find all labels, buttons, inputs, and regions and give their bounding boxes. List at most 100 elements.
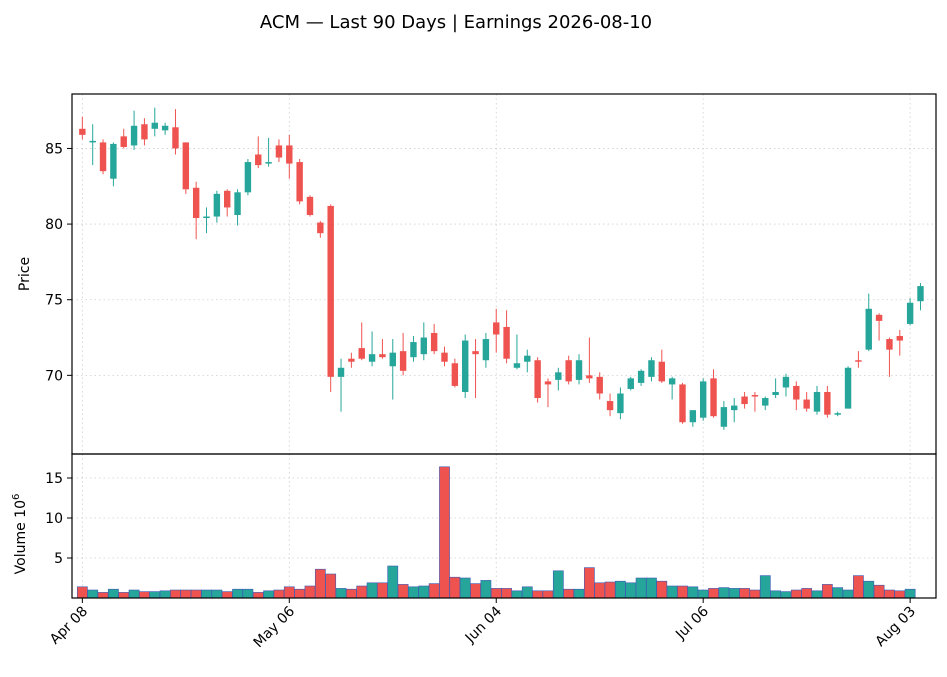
volume-bar xyxy=(283,586,295,599)
candle-body xyxy=(461,340,469,392)
volume-series xyxy=(76,466,916,599)
candle-body xyxy=(110,143,117,179)
candle xyxy=(575,354,583,385)
candle-body xyxy=(679,384,686,423)
candle-body xyxy=(410,342,417,358)
candle-body xyxy=(648,360,655,377)
candle xyxy=(906,298,914,326)
candle-body xyxy=(234,192,241,216)
candle xyxy=(886,337,893,377)
candle-body xyxy=(99,142,107,172)
candle-body xyxy=(720,407,728,427)
candle xyxy=(648,357,655,382)
volume-bar xyxy=(232,588,243,599)
candle-body xyxy=(213,193,221,217)
volume-bar xyxy=(76,586,88,599)
candle-body xyxy=(513,363,521,368)
candle xyxy=(699,378,707,421)
volume-bar xyxy=(387,565,399,599)
volume-bar xyxy=(646,577,657,599)
candle xyxy=(430,323,438,355)
volume-bar xyxy=(170,589,181,599)
volume-bar xyxy=(108,588,119,599)
volume-bar xyxy=(408,586,419,599)
volume-bar xyxy=(325,573,337,599)
candle-body xyxy=(534,360,541,399)
candle-body xyxy=(627,378,634,389)
candle xyxy=(524,349,531,373)
candle-body xyxy=(79,128,86,135)
volume-bar xyxy=(221,591,233,599)
volume-bar xyxy=(501,588,512,599)
volume-bar xyxy=(625,582,637,599)
volume-bar xyxy=(749,589,761,599)
volume-bar xyxy=(314,568,326,599)
volume-bar xyxy=(863,580,875,599)
candle-body xyxy=(731,405,738,411)
candle xyxy=(793,381,800,411)
price-y-axis: 70 75 80 85 xyxy=(45,141,72,384)
candle-body xyxy=(813,391,821,412)
candle xyxy=(379,339,386,359)
candle xyxy=(461,334,469,399)
candle-body xyxy=(265,162,272,164)
volume-bar xyxy=(873,584,885,599)
candle-body xyxy=(544,381,552,385)
candle-body xyxy=(130,125,138,146)
candle-body xyxy=(472,351,479,355)
candle xyxy=(213,190,221,223)
volume-tick-label: 5 xyxy=(54,551,63,567)
price-gridlines xyxy=(72,94,936,454)
volume-y-axis: 5 10 15 xyxy=(45,471,72,567)
volume-bar xyxy=(821,584,833,599)
candle-body xyxy=(89,140,96,143)
candle xyxy=(710,369,717,418)
candle xyxy=(224,189,231,217)
candle-body xyxy=(699,381,707,418)
volume-bar xyxy=(149,591,161,599)
volume-bar xyxy=(687,586,699,599)
candle xyxy=(834,411,841,417)
price-tick-label: 80 xyxy=(45,217,63,233)
volume-bar xyxy=(180,589,192,599)
volume-bar xyxy=(853,575,864,599)
candle-body xyxy=(482,339,490,361)
candle xyxy=(265,137,272,167)
candle xyxy=(824,385,831,418)
candle xyxy=(596,372,603,400)
volume-tick-label: 15 xyxy=(45,471,63,487)
candle-body xyxy=(151,122,158,129)
candle xyxy=(658,349,666,383)
candle-body xyxy=(348,358,355,362)
candle-body xyxy=(606,401,614,411)
volume-bar xyxy=(759,575,771,599)
volume-bar xyxy=(294,588,306,599)
candle xyxy=(317,221,324,238)
volume-bar xyxy=(242,588,254,599)
candle xyxy=(865,293,872,352)
volume-bar xyxy=(159,590,171,599)
candle xyxy=(420,322,428,361)
volume-bar xyxy=(459,577,471,599)
candle xyxy=(151,107,158,137)
x-tick-label: Apr 08 xyxy=(47,604,91,648)
volume-bar xyxy=(604,581,616,599)
candle-body xyxy=(451,363,459,386)
candle xyxy=(741,391,748,409)
candle-body xyxy=(637,370,645,383)
volume-bar xyxy=(139,591,150,599)
volume-bar xyxy=(615,580,626,599)
candle xyxy=(534,357,541,403)
volume-bar xyxy=(573,588,585,599)
x-tick-label: Aug 03 xyxy=(873,604,919,650)
candle xyxy=(855,351,862,368)
candle-body xyxy=(255,154,262,166)
candle xyxy=(668,376,676,400)
volume-bar xyxy=(335,588,347,599)
volume-bar xyxy=(418,585,430,599)
candle xyxy=(731,398,738,423)
candle-body xyxy=(306,196,314,216)
volume-bar xyxy=(542,590,554,599)
candle-body xyxy=(555,372,562,380)
candle xyxy=(896,329,903,356)
